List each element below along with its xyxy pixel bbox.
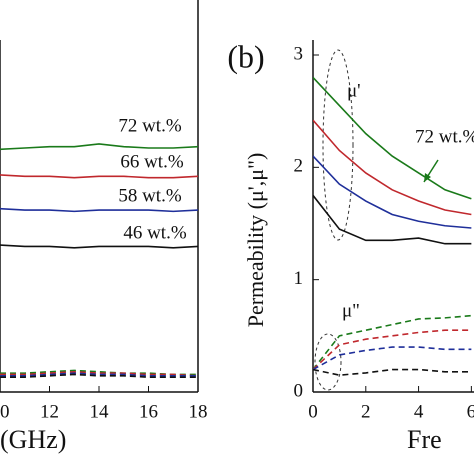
series-line	[313, 329, 472, 371]
series-line	[313, 346, 472, 371]
annotation: 72 wt.%	[415, 126, 474, 147]
series-line	[313, 368, 472, 376]
series-line	[313, 119, 472, 216]
series-line	[0, 370, 198, 377]
series-line	[0, 207, 198, 213]
series-line	[0, 372, 198, 377]
y-axis-label: Permeability (μ',μ")	[243, 153, 268, 328]
arrow-head	[424, 173, 431, 182]
x-axis-label: Fre	[407, 425, 442, 454]
series-label: 58 wt.%	[118, 185, 182, 206]
x-tick-label: 14	[90, 401, 110, 422]
x-tick-label: 10	[0, 401, 10, 422]
y-tick-label: 3	[294, 43, 304, 64]
series-line	[0, 369, 198, 376]
series-line	[313, 194, 472, 245]
x-axis-label: (GHz)	[0, 425, 66, 454]
x-tick-label: 6	[467, 401, 474, 422]
series-line	[0, 143, 198, 151]
series-label: 46 wt.%	[123, 222, 187, 243]
series-line	[0, 174, 198, 179]
panel-label: (b)	[227, 38, 264, 74]
y-tick-label: 0	[294, 380, 304, 401]
series-line	[0, 373, 198, 378]
mu-prime-ellipse	[322, 49, 354, 241]
x-tick-label: 12	[40, 401, 59, 422]
series-line	[0, 244, 198, 249]
x-tick-label: 16	[139, 401, 158, 422]
series-label: 72 wt.%	[118, 115, 182, 136]
x-tick-label: 0	[308, 401, 318, 422]
series-line	[313, 155, 472, 229]
x-tick-label: 4	[414, 401, 424, 422]
y-tick-label: 1	[294, 268, 304, 289]
y-tick-label: 2	[294, 156, 304, 177]
x-tick-label: 2	[361, 401, 371, 422]
annotation: μ'	[347, 80, 361, 101]
series-line	[313, 314, 472, 371]
x-tick-label: 18	[189, 401, 208, 422]
mu-double-ellipse	[314, 333, 342, 391]
series-line	[313, 76, 472, 200]
annotation: μ"	[342, 300, 360, 321]
series-label: 66 wt.%	[120, 151, 184, 172]
